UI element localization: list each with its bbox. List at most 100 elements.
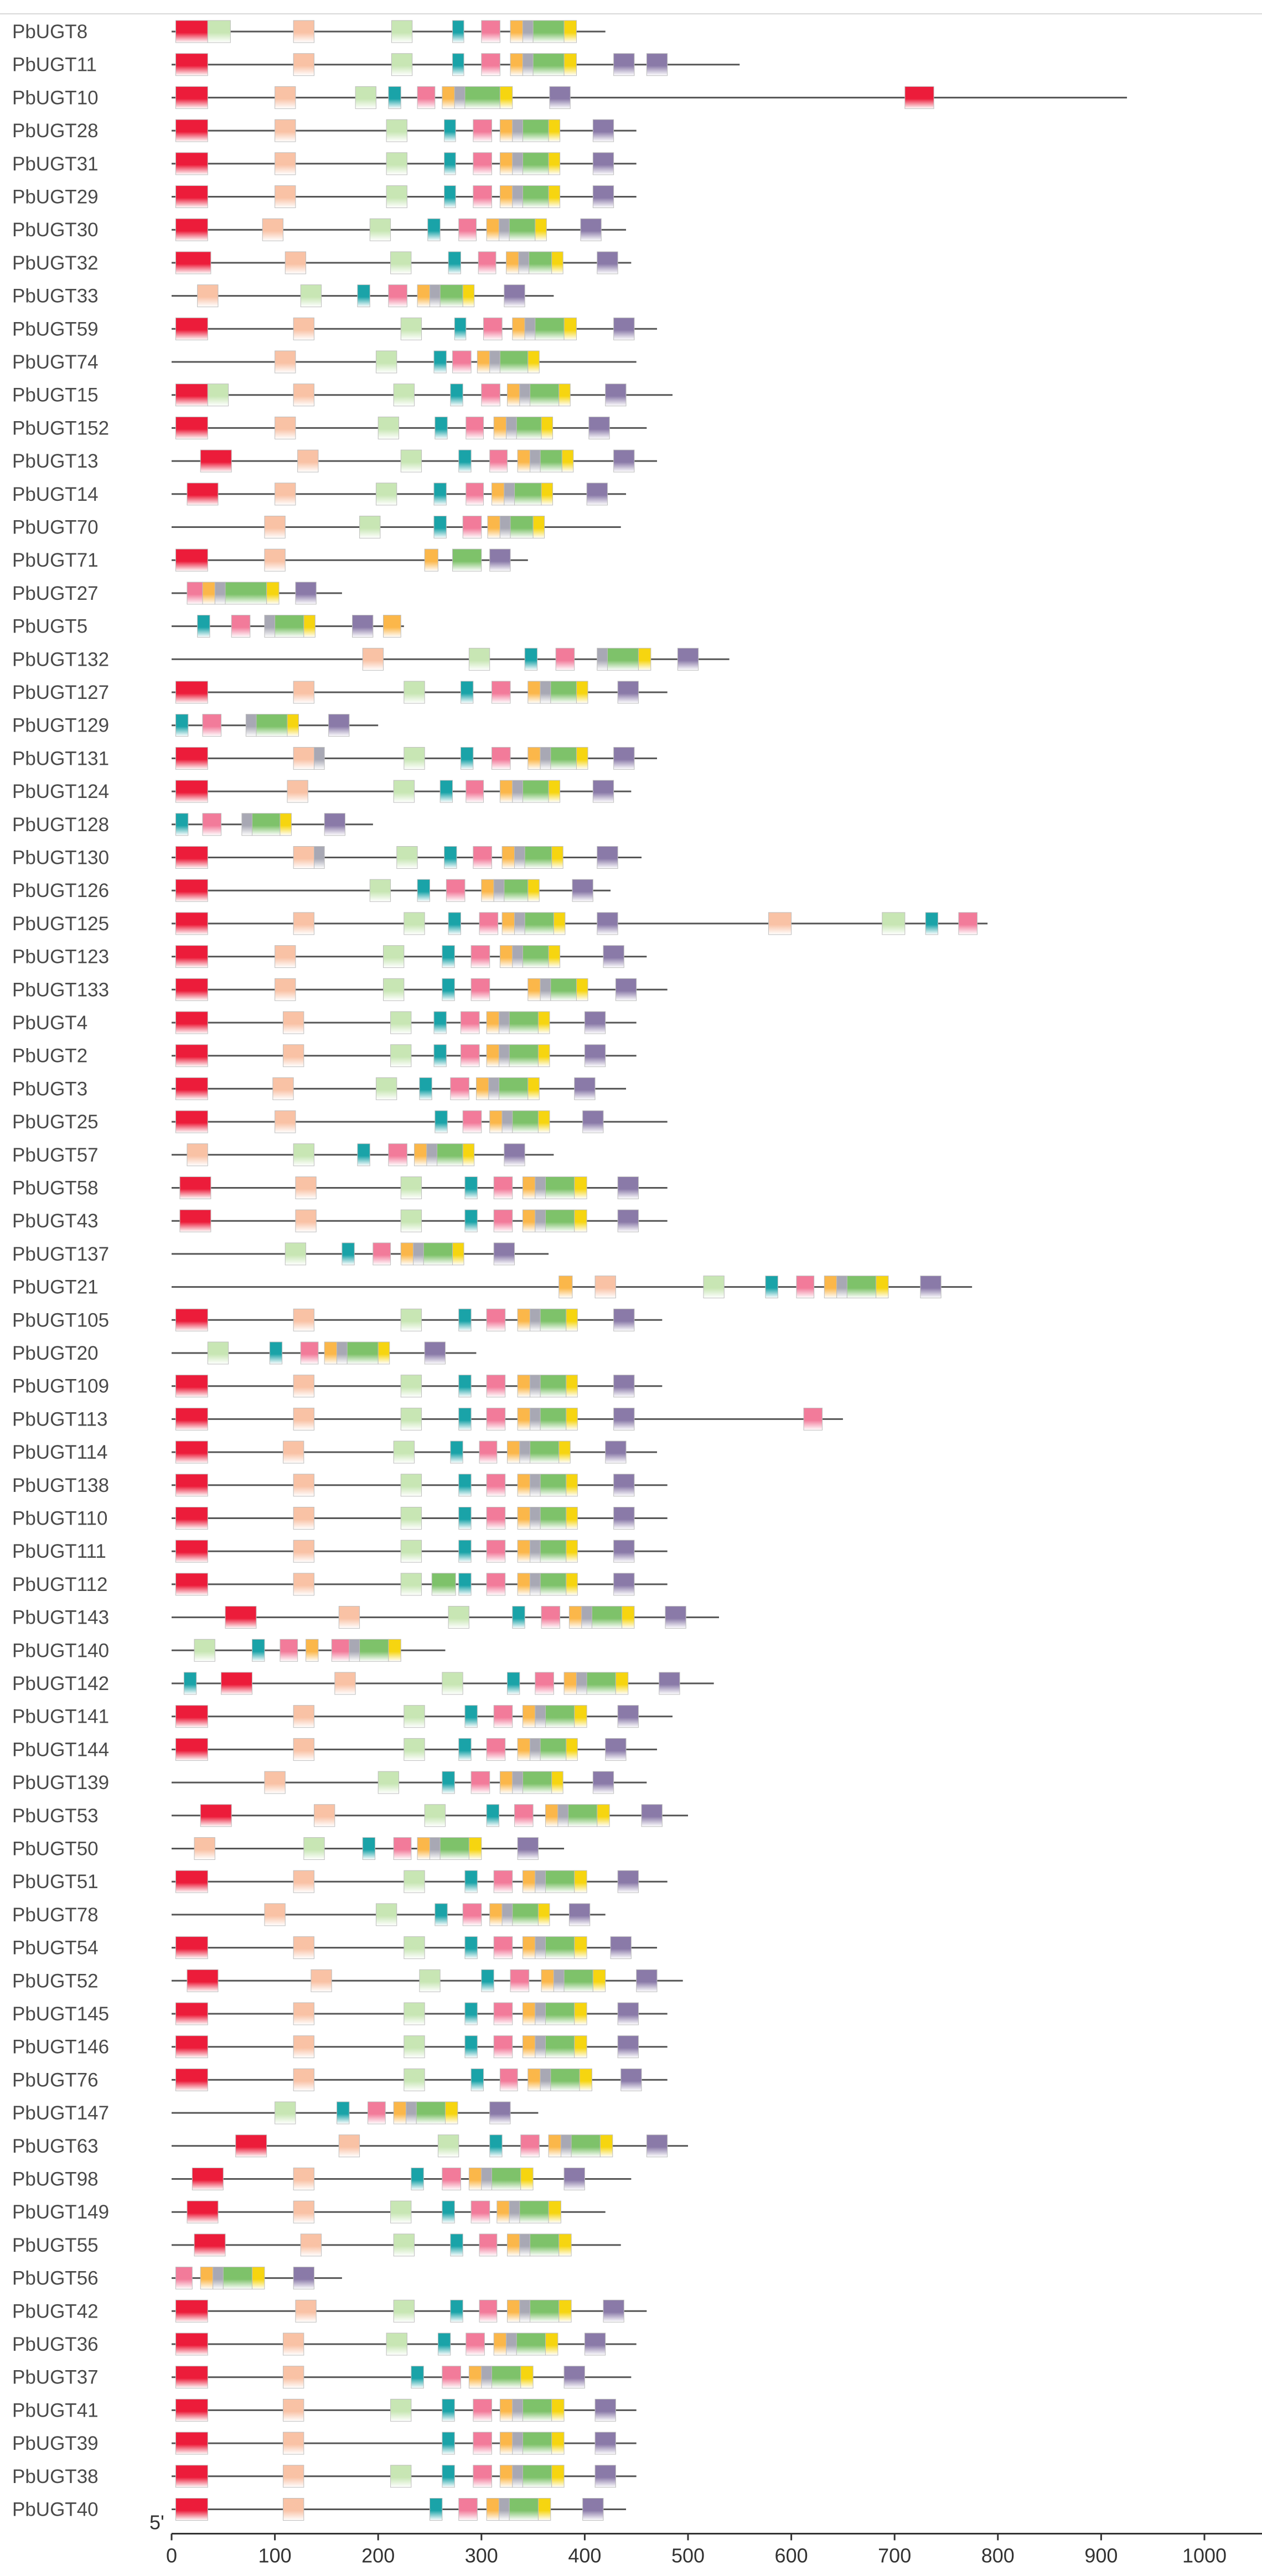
motif-m7-box [540, 2068, 551, 2091]
motif-m2-box [275, 978, 296, 1001]
motif-m2-box [283, 2333, 304, 2356]
motif-m6-box [324, 1341, 338, 1365]
motif-m8-box [509, 218, 536, 241]
gene-row: PbUGT41 [12, 2398, 637, 2422]
motif-m6-box [487, 516, 500, 538]
gene-label: PbUGT27 [12, 583, 99, 604]
motif-m2-box [264, 516, 286, 538]
motif-m4-box [417, 879, 430, 902]
motif-m4-box [464, 1936, 478, 1960]
motif-m7-box [530, 449, 541, 473]
gene-row: PbUGT70 [12, 516, 621, 538]
motif-m4-box [197, 615, 210, 638]
motif-m7-box [524, 317, 536, 340]
motif-m10-box [563, 2168, 585, 2190]
motif-m7-box [454, 86, 466, 109]
motif-m8-box [522, 185, 549, 208]
motif-m4-box [437, 2333, 451, 2356]
motif-m1-box [175, 317, 208, 340]
motif-m1-box [225, 1606, 257, 1629]
gene-row: PbUGT59 [12, 317, 658, 340]
motif-m10-box [617, 1705, 639, 1728]
motif-m9-box [452, 1242, 464, 1266]
axis-tick-label: 400 [568, 2544, 601, 2567]
motif-m5-box [300, 1341, 319, 1365]
gene-row: PbUGT27 [12, 582, 342, 605]
motif-m6-box [517, 1738, 531, 1761]
motif-m5-box [473, 119, 492, 142]
motif-m10-box [584, 2333, 606, 2356]
motif-m3-box [404, 2068, 425, 2091]
motif-m2-box [314, 1804, 335, 1827]
motif-m3-box [391, 53, 413, 76]
motif-m7-box [530, 1474, 541, 1497]
motif-m6-box [522, 1176, 536, 1199]
motif-m9-box [548, 185, 561, 208]
motif-m4-box [357, 1143, 370, 1167]
motif-m9-box [566, 1474, 578, 1497]
motif-m7-box [213, 2267, 224, 2290]
motif-m8-box [510, 516, 534, 538]
motif-m10-box [620, 2068, 642, 2091]
motif-m5-box [486, 1573, 506, 1596]
motif-m3-box [468, 647, 490, 671]
motif-m8-box [532, 53, 565, 76]
gene-row: PbUGT112 [12, 1573, 668, 1596]
motif-m2-box [264, 1771, 286, 1794]
motif-m1-box [175, 251, 211, 274]
motif-m3-box [390, 1044, 412, 1067]
motif-m10-box [293, 2267, 315, 2290]
motif-m9-box [561, 449, 574, 473]
gene-row: PbUGT31 [12, 152, 637, 175]
motif-m4-box [458, 1540, 472, 1563]
motif-m9-box [266, 582, 280, 605]
motif-m9-box [615, 1672, 629, 1695]
motif-m5-box [473, 846, 492, 869]
motif-m8-box [550, 2068, 580, 2091]
motif-m5-box [446, 879, 466, 902]
motif-m6-box [563, 1672, 577, 1695]
motif-m1-box [175, 2465, 208, 2488]
motif-m2-box [293, 2200, 315, 2223]
motif-m3-box [404, 747, 425, 770]
motif-m1-box [175, 152, 208, 175]
motif-m2-box [283, 1011, 304, 1034]
gene-row: PbUGT125 [12, 912, 988, 935]
motif-m6-box [499, 1771, 513, 1794]
motif-m4-box [444, 185, 456, 208]
motif-m4-box [419, 1077, 432, 1100]
motif-m2-box [283, 2398, 304, 2422]
motif-m4-box [464, 2035, 478, 2059]
gene-label: PbUGT114 [12, 1442, 108, 1463]
motif-m2-box [275, 119, 296, 142]
motif-m9-box [574, 1705, 587, 1728]
motif-m7-box [509, 2200, 520, 2223]
motif-m2-box [293, 1407, 315, 1430]
gene-label: PbUGT123 [12, 946, 109, 968]
gene-label: PbUGT39 [12, 2433, 99, 2454]
motif-m4-box [337, 2101, 350, 2124]
motif-m6-box [486, 1044, 500, 1067]
gene-row: PbUGT139 [12, 1771, 647, 1794]
motif-m3-box [404, 681, 425, 704]
gene-row: PbUGT126 [12, 879, 611, 902]
motif-m2-box [295, 1176, 317, 1199]
motif-m2-box [293, 1738, 315, 1761]
gene-label: PbUGT54 [12, 1937, 99, 1959]
motif-m9-box [599, 2134, 613, 2158]
motif-m4-box [411, 2366, 424, 2389]
motif-m4-box [433, 1011, 447, 1034]
motif-m7-box [512, 780, 523, 803]
motif-m4-box [444, 846, 457, 869]
motif-m9-box [527, 1077, 540, 1100]
motif-m6-box [442, 86, 455, 109]
motif-m10-box [597, 846, 618, 869]
motif-m2-box [293, 747, 315, 770]
motif-m1-box [175, 780, 208, 803]
motif-m10-box [324, 813, 345, 836]
motif-m2-box [275, 1110, 296, 1133]
motif-m3-box [390, 2398, 412, 2422]
motif-m9-box [287, 714, 299, 737]
motif-m9-box [551, 846, 563, 869]
motif-m3-box [391, 20, 413, 43]
